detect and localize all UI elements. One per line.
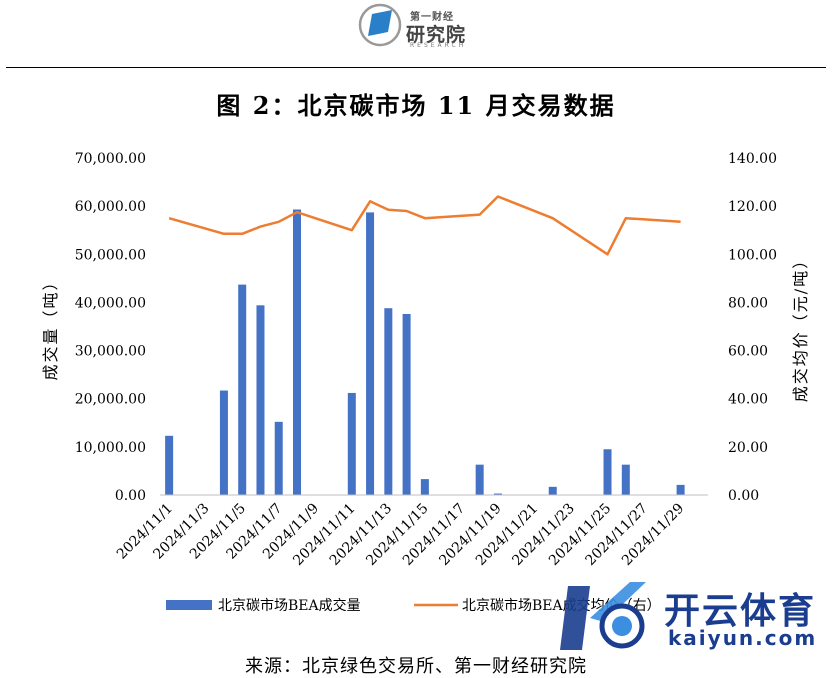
y-left-tick-label: 10,000.00 [75,440,146,456]
logo-sub-text: RESEARCH [410,42,467,49]
volume-bar [238,284,247,495]
y-left-tick-label: 70,000.00 [75,151,146,167]
volume-bar [621,464,630,495]
report-header: 第一财经 研究院 RESEARCH [0,0,832,68]
logo-top-text: 第一财经 [410,12,454,23]
header-divider [6,67,826,68]
legend-label-volume: 北京碳市场BEA成交量 [218,597,361,614]
volume-bar [493,493,502,495]
price-line [168,195,681,256]
logo-main-text: 研究院 [406,24,467,46]
y-left-axis-title: 成交量（吨） [41,272,60,380]
y-right-tick-label: 20.00 [728,440,768,456]
y-right-tick-label: 60.00 [728,344,768,360]
y-left-tick-label: 30,000.00 [75,344,146,360]
volume-bar [676,484,685,495]
volume-bar [366,212,375,495]
kaiyun-logo-icon [560,582,646,650]
volume-bar [293,209,301,495]
y-right-tick-label: 120.00 [728,199,777,215]
y-right-tick-label: 0.00 [728,488,759,504]
volume-bar [402,313,411,495]
y-left-tick-label: 60,000.00 [75,199,146,215]
research-logo: 第一财经 研究院 RESEARCH [358,2,478,49]
y-left-tick-label: 0.00 [115,488,146,504]
volume-bar [165,435,174,495]
y-right-axis-title: 成交均价（元/吨） [791,251,810,402]
kaiyun-watermark: 开云体育 kaiyun.com [560,578,822,658]
y-right-tick-label: 40.00 [728,392,768,408]
volume-bar [347,392,356,495]
volume-bar [256,305,265,495]
volume-bar [475,464,484,495]
volume-bar [548,486,557,495]
y-left-tick-label: 50,000.00 [75,247,146,263]
y-left-tick-label: 40,000.00 [75,295,146,311]
watermark-en-text: kaiyun.com [668,626,818,650]
y-left-tick-label: 20,000.00 [75,392,146,408]
y-right-tick-label: 140.00 [728,151,777,167]
source-note: 来源：北京绿色交易所、第一财经研究院 [245,656,587,677]
y-right-tick-label: 80.00 [728,295,768,311]
chart-title: 图 2：北京碳市场 11 月交易数据 [216,91,616,120]
legend-swatch-volume [166,600,212,610]
volume-bar [219,390,228,495]
y-right-tick-label: 100.00 [728,247,777,263]
logo-emblem-icon [358,3,402,47]
volume-bar [603,449,612,495]
volume-bar [384,308,393,495]
watermark-cn-text: 开云体育 [664,591,817,632]
volume-bar [420,479,429,495]
volume-bar [274,421,283,495]
